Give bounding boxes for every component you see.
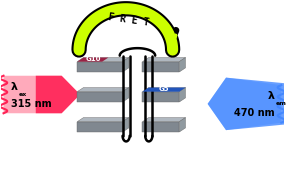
Polygon shape xyxy=(77,92,123,102)
Text: G5: G5 xyxy=(159,86,169,92)
Polygon shape xyxy=(142,122,179,132)
Polygon shape xyxy=(208,78,281,130)
Text: λ: λ xyxy=(11,82,18,92)
Polygon shape xyxy=(77,88,129,92)
Polygon shape xyxy=(123,118,129,132)
Polygon shape xyxy=(3,76,80,113)
Polygon shape xyxy=(179,118,186,132)
Text: 315 nm: 315 nm xyxy=(11,99,51,109)
Polygon shape xyxy=(77,122,123,132)
Polygon shape xyxy=(77,57,108,62)
Polygon shape xyxy=(123,88,129,102)
Text: em: em xyxy=(276,101,286,106)
Text: ex: ex xyxy=(18,92,27,97)
Text: G10: G10 xyxy=(85,56,101,62)
Polygon shape xyxy=(142,88,186,92)
Polygon shape xyxy=(142,118,186,122)
Text: F R E T: F R E T xyxy=(108,12,150,28)
Polygon shape xyxy=(208,78,289,130)
Polygon shape xyxy=(77,62,123,72)
Polygon shape xyxy=(77,57,129,62)
Polygon shape xyxy=(77,118,129,122)
Polygon shape xyxy=(123,57,129,72)
Polygon shape xyxy=(142,57,186,62)
Polygon shape xyxy=(179,88,186,102)
Polygon shape xyxy=(142,62,179,72)
Polygon shape xyxy=(142,92,179,102)
Polygon shape xyxy=(36,76,80,113)
Text: 470 nm: 470 nm xyxy=(234,108,274,118)
Polygon shape xyxy=(142,88,186,92)
Text: λ: λ xyxy=(267,91,274,101)
Polygon shape xyxy=(179,57,186,72)
